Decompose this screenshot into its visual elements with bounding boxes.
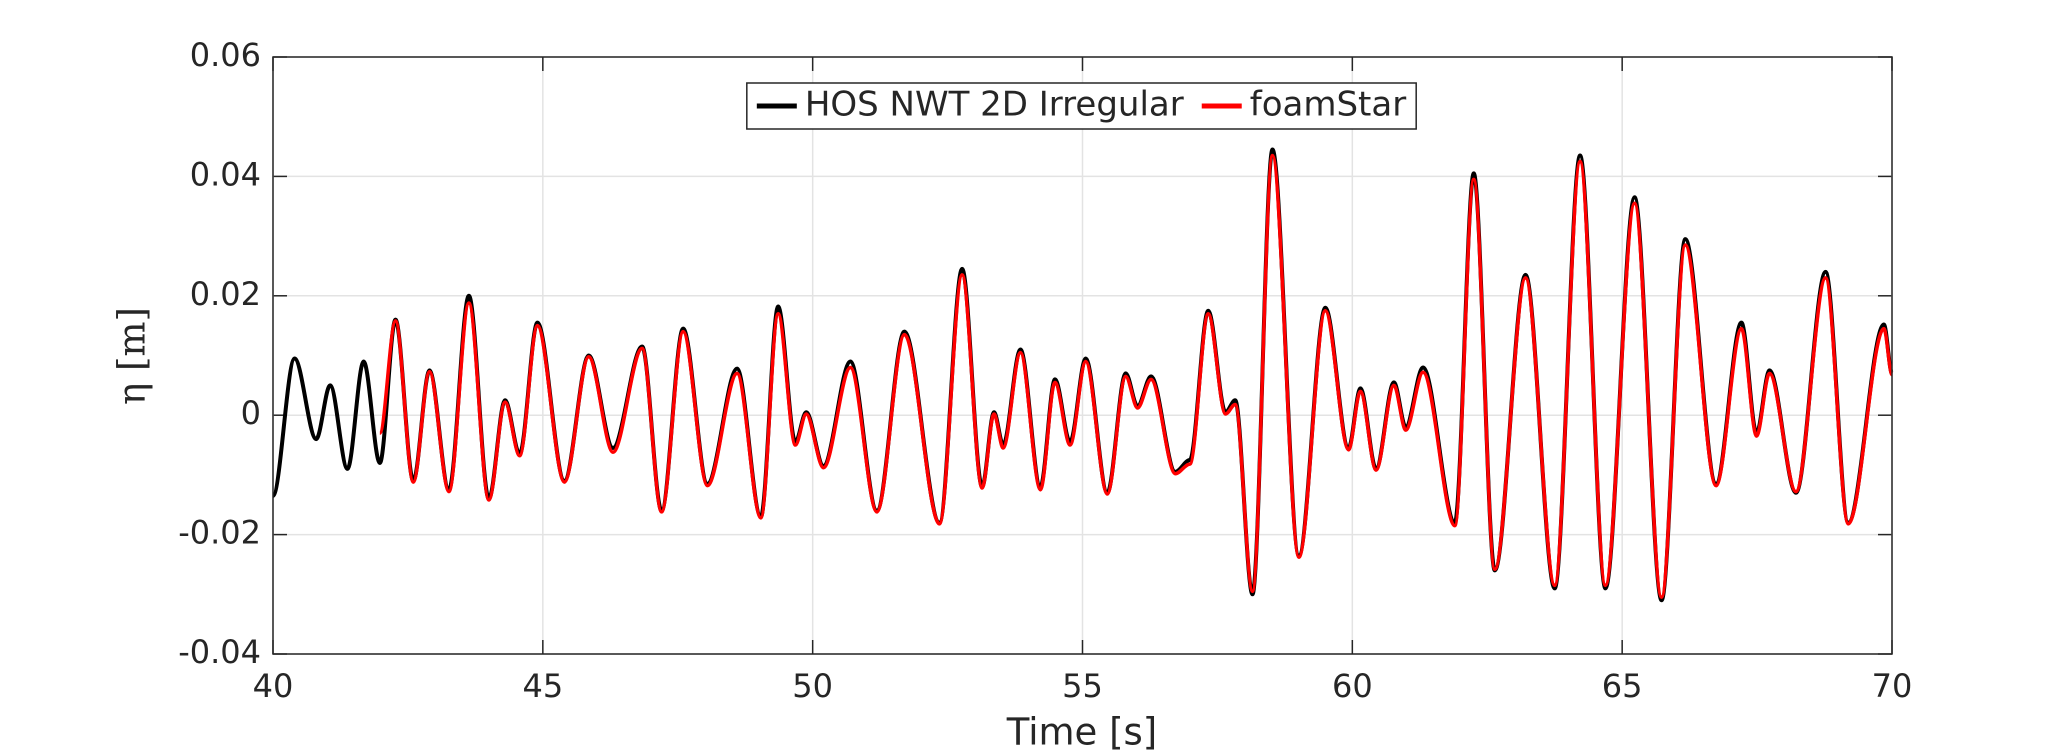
x-tick-label: 45 bbox=[522, 667, 563, 705]
y-tick-label: 0.06 bbox=[190, 36, 261, 74]
plot-frame bbox=[272, 56, 1893, 655]
x-axis-label: Time [s] bbox=[1006, 711, 1157, 752]
legend-label: HOS NWT 2D Irregular bbox=[805, 85, 1184, 125]
y-tick-label: -0.04 bbox=[178, 633, 261, 671]
x-tick-label: 60 bbox=[1332, 667, 1373, 705]
x-tick-label: 65 bbox=[1602, 667, 1643, 705]
y-tick-label: 0.04 bbox=[190, 155, 261, 193]
y-tick-label: 0 bbox=[241, 394, 261, 432]
y-tick-label: -0.02 bbox=[178, 514, 261, 552]
x-tick-label: 55 bbox=[1062, 667, 1103, 705]
legend-label: foamStar bbox=[1250, 85, 1406, 125]
y-axis-label: η [m] bbox=[111, 307, 154, 405]
x-tick-label: 40 bbox=[253, 667, 294, 705]
x-tick-label: 50 bbox=[792, 667, 833, 705]
legend-box bbox=[746, 82, 1417, 130]
series-line bbox=[378, 153, 1894, 600]
x-tick-label: 70 bbox=[1872, 667, 1913, 705]
y-tick-label: 0.02 bbox=[190, 275, 261, 313]
legend: HOS NWT 2D Irregular foamStar bbox=[746, 82, 1417, 130]
